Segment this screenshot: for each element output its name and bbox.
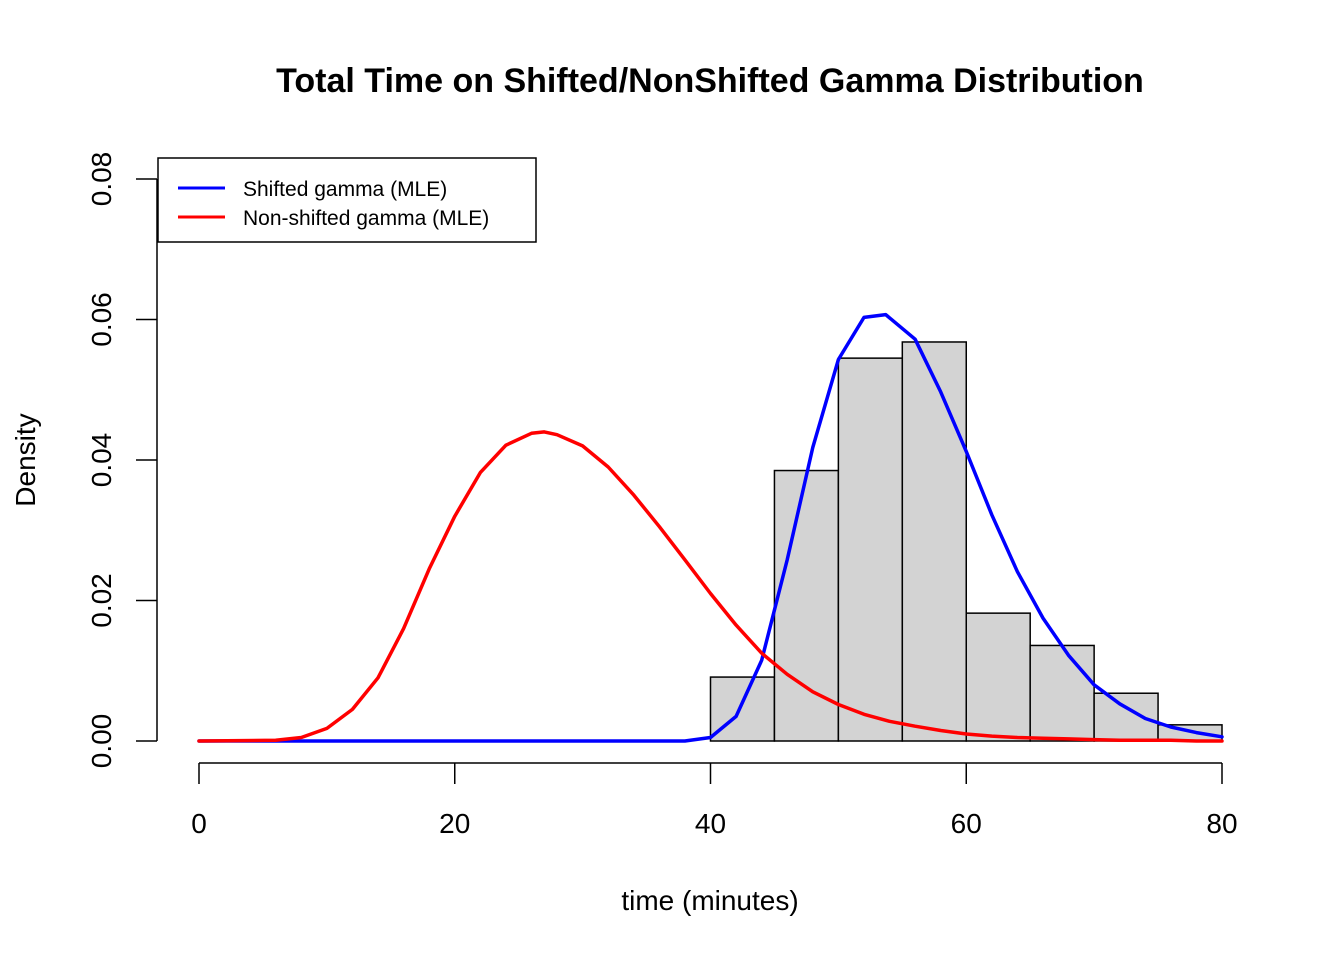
x-tick-label: 80	[1206, 808, 1237, 839]
x-tick-label: 20	[439, 808, 470, 839]
legend-label-non-shifted: Non-shifted gamma (MLE)	[243, 207, 489, 230]
y-axis-label: Density	[10, 413, 41, 506]
legend: Shifted gamma (MLE) Non-shifted gamma (M…	[157, 157, 537, 243]
series-line-shifted-gamma	[197, 312, 1224, 743]
legend-label-shifted: Shifted gamma (MLE)	[243, 178, 447, 201]
y-tick-label: 0.02	[86, 573, 117, 628]
histogram-bar	[837, 357, 904, 742]
y-tick-label: 0.08	[86, 152, 117, 207]
series-line-non-shifted-gamma	[197, 430, 1224, 743]
chart-title: Total Time on Shifted/NonShifted Gamma D…	[276, 62, 1144, 100]
x-tick-label: 40	[695, 808, 726, 839]
y-tick-label: 0.00	[86, 714, 117, 769]
histogram-bar	[965, 612, 1031, 742]
legend-box	[157, 157, 537, 243]
y-tick-label: 0.06	[86, 292, 117, 347]
x-tick-label: 0	[191, 808, 207, 839]
histogram-bar	[901, 341, 967, 742]
histogram-bar	[1093, 692, 1159, 742]
histogram-bar	[1029, 644, 1095, 742]
x-axis-label: time (minutes)	[621, 885, 798, 916]
y-tick-label: 0.04	[86, 433, 117, 488]
density-curves	[197, 312, 1224, 743]
histogram-bars	[709, 341, 1223, 742]
x-tick-label: 60	[951, 808, 982, 839]
x-axis: 0 20 40 60 80	[191, 762, 1238, 839]
y-axis: 0.00 0.02 0.04 0.06 0.08	[86, 152, 158, 769]
